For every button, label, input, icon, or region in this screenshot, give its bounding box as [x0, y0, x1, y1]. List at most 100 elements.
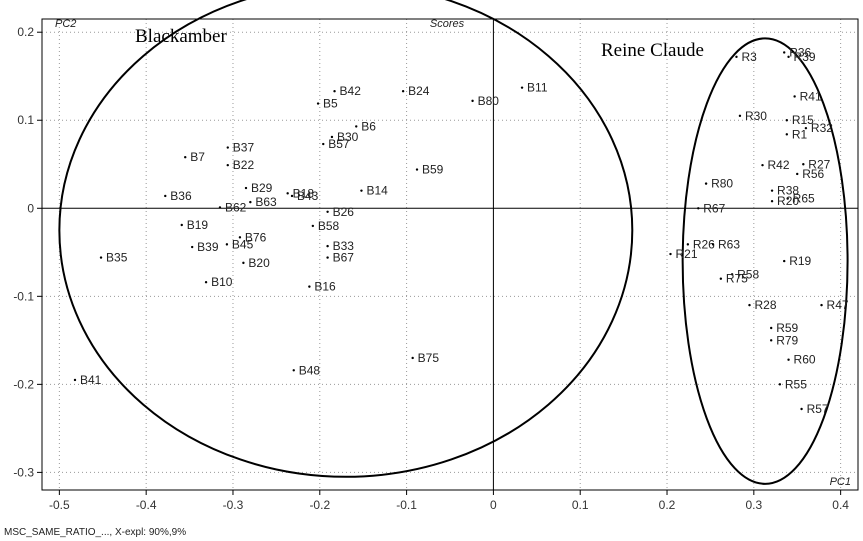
- point-label: B75: [418, 351, 440, 365]
- score-point: [769, 339, 773, 342]
- group-ellipse: [681, 37, 849, 485]
- score-point: [520, 86, 524, 89]
- x-tick-label: -0.1: [396, 498, 417, 512]
- point-label: B57: [328, 137, 350, 151]
- group-label: Reine Claude: [601, 40, 704, 61]
- score-point: [330, 135, 334, 139]
- y-tick-label: -0.2: [13, 377, 34, 391]
- point-label: B36: [170, 189, 192, 203]
- score-point: [218, 206, 222, 209]
- point-label: B10: [211, 275, 233, 289]
- point-label: R57: [807, 402, 829, 416]
- x-tick-label: 0.3: [745, 498, 762, 512]
- point-label: R27: [808, 157, 830, 171]
- point-label: B11: [527, 81, 548, 95]
- score-point: [711, 243, 715, 246]
- score-point: [704, 182, 708, 185]
- point-label: R36: [789, 45, 811, 59]
- score-point: [783, 259, 786, 263]
- score-point: [180, 223, 183, 227]
- score-point: [770, 200, 774, 203]
- point-label: R20: [777, 194, 799, 208]
- point-label: B41: [80, 373, 102, 387]
- group-ellipse: [58, 0, 634, 478]
- point-label: R63: [718, 237, 740, 251]
- score-point: [226, 163, 229, 167]
- point-label: R26: [693, 237, 715, 251]
- score-point: [333, 89, 336, 93]
- score-point: [770, 189, 774, 192]
- score-point: [748, 303, 751, 307]
- point-label: B20: [248, 256, 270, 270]
- score-point: [761, 163, 764, 167]
- y-tick-label: -0.1: [13, 289, 34, 303]
- x-tick-label: 0: [490, 498, 497, 512]
- point-label: B5: [323, 97, 338, 111]
- point-label: B16: [314, 280, 336, 294]
- point-label: R1: [792, 127, 808, 141]
- point-label: B76: [245, 230, 267, 244]
- point-label: B33: [333, 239, 355, 253]
- score-point: [730, 273, 734, 276]
- point-label: R60: [794, 353, 816, 367]
- score-point: [244, 186, 248, 190]
- point-label: B6: [361, 119, 376, 133]
- point-label: R38: [777, 184, 799, 198]
- score-point: [226, 146, 229, 149]
- score-point: [802, 163, 805, 166]
- point-label: B48: [299, 363, 321, 377]
- point-label: B37: [233, 141, 255, 155]
- score-point: [73, 378, 77, 382]
- point-label: R79: [776, 333, 798, 347]
- point-label: R42: [768, 158, 790, 172]
- point-label: R47: [827, 298, 849, 312]
- score-point: [242, 261, 245, 265]
- x-tick-label: -0.2: [309, 498, 330, 512]
- score-point: [190, 245, 194, 249]
- point-label: R21: [675, 247, 697, 261]
- score-point: [735, 55, 738, 59]
- score-point: [778, 383, 782, 386]
- point-label: B80: [478, 94, 500, 108]
- y-tick-label: 0.1: [17, 113, 34, 127]
- x-tick-label: 0.4: [832, 498, 849, 512]
- x-tick-labels: -0.5 -0.4 -0.3 -0.2 -0.1 0 0.1 0.2 0.3 0.4: [49, 490, 849, 512]
- point-label: R67: [703, 201, 725, 215]
- point-label: R28: [754, 298, 776, 312]
- grid-lines: [42, 19, 858, 490]
- point-label: B59: [422, 163, 444, 177]
- score-point: [316, 102, 320, 105]
- score-point: [322, 142, 325, 146]
- score-point: [411, 356, 414, 360]
- point-label: R3: [741, 50, 757, 64]
- point-label: B26: [333, 205, 355, 219]
- point-label: R59: [776, 321, 798, 335]
- y-tick-label: 0: [27, 201, 34, 215]
- score-point: [800, 407, 803, 411]
- point-label: B35: [106, 251, 128, 265]
- point-label: B24: [408, 84, 430, 98]
- score-point: [785, 133, 789, 136]
- point-label: B58: [318, 219, 340, 233]
- score-point: [225, 243, 229, 246]
- score-point: [719, 277, 723, 280]
- point-label: R30: [745, 109, 767, 123]
- x-tick-label: -0.3: [223, 498, 244, 512]
- score-point: [697, 207, 700, 210]
- score-point: [249, 200, 252, 204]
- point-label: R80: [711, 177, 733, 191]
- point-label: R55: [785, 377, 807, 391]
- point-label: B67: [333, 251, 355, 265]
- point-label: R41: [800, 89, 822, 103]
- x-tick-label: 0.2: [659, 498, 676, 512]
- score-point: [184, 156, 187, 159]
- score-point: [292, 369, 295, 372]
- point-label: R15: [792, 113, 814, 127]
- score-point: [471, 99, 474, 103]
- point-label: R19: [789, 254, 811, 268]
- score-point: [769, 326, 773, 330]
- score-point: [686, 243, 690, 246]
- score-point: [326, 210, 329, 214]
- group-ellipses: Blackamber Reine Claude: [58, 0, 849, 485]
